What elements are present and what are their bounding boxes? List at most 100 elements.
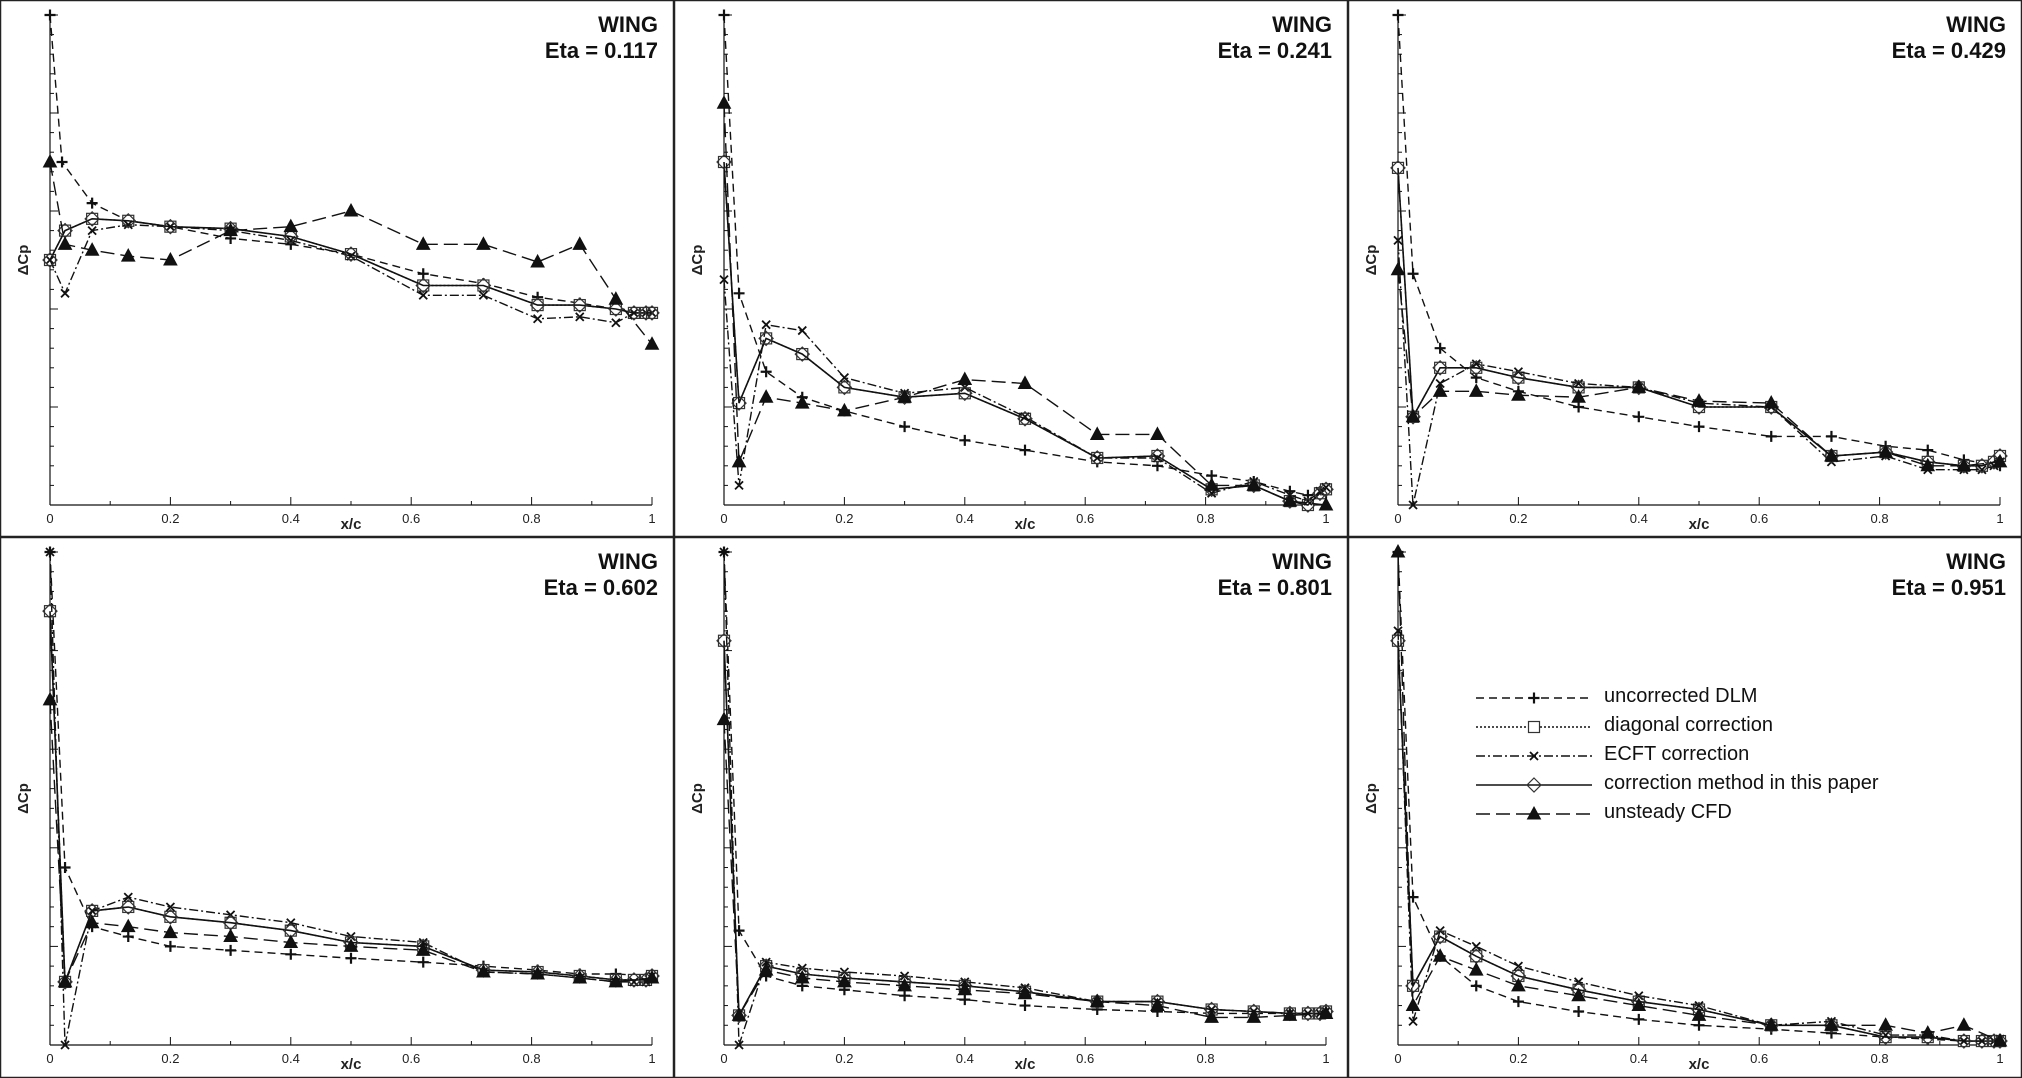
data-point — [959, 434, 971, 446]
series-line — [49, 161, 653, 345]
data-point — [716, 711, 732, 726]
data-point — [897, 977, 912, 992]
data-point — [345, 952, 357, 964]
data-point — [165, 902, 176, 912]
series-correction-method-in-this-paper — [716, 632, 1334, 1024]
x-tick-label: 0.8 — [1871, 1051, 1889, 1066]
data-point — [1878, 444, 1893, 458]
x-tick-label: 0.6 — [1076, 511, 1094, 526]
data-point — [837, 973, 852, 988]
series-line — [1397, 14, 2001, 467]
x-axis-label: x/c — [341, 1056, 362, 1073]
data-point — [1633, 411, 1645, 423]
data-point — [1922, 444, 1934, 456]
data-point — [529, 297, 546, 313]
series-correction-method-in-this-paper — [42, 603, 660, 990]
legend-label: diagonal correction — [1604, 714, 1773, 736]
series-line — [723, 161, 1327, 506]
x-tick-label: 0.2 — [1509, 511, 1527, 526]
data-point — [57, 973, 73, 988]
legend-key-unsteady-cfd — [1476, 805, 1592, 820]
data-point — [899, 990, 911, 1002]
data-point — [1956, 457, 1972, 474]
chart-subtitle: Eta = 0.602 — [544, 575, 658, 600]
data-point — [1513, 961, 1524, 971]
chart-subtitle: Eta = 0.951 — [1892, 575, 2006, 600]
x-tick-label: 1 — [1322, 511, 1329, 526]
data-point — [608, 301, 624, 317]
data-point — [162, 908, 179, 925]
data-point — [1089, 450, 1106, 466]
series-ecft-correction — [719, 547, 1331, 1050]
legend-item: diagonal correction — [1472, 713, 2012, 742]
x-tick-label: 1 — [1996, 511, 2003, 526]
data-point — [1631, 997, 1647, 1012]
data-point — [1573, 1005, 1585, 1017]
series-correction-method-in-this-paper — [42, 210, 660, 321]
data-point — [1763, 1017, 1780, 1034]
data-point — [56, 156, 68, 168]
x-tick-label: 0.6 — [1750, 511, 1768, 526]
data-point — [758, 389, 774, 403]
x-tick-label: 1 — [1996, 1051, 2003, 1066]
series-line — [1397, 551, 2001, 1042]
x-tick-label: 1 — [648, 1051, 655, 1066]
data-point — [1825, 430, 1837, 442]
data-point — [839, 372, 850, 383]
data-point — [223, 928, 238, 943]
data-point — [1282, 1007, 1298, 1021]
data-point — [1823, 1017, 1840, 1034]
data-point — [1992, 453, 2008, 468]
series-diagonal-correction — [717, 155, 1333, 512]
y-axis-label: ΔCp — [689, 245, 706, 276]
data-point — [1471, 359, 1481, 369]
data-point — [1089, 993, 1106, 1010]
data-point — [1468, 383, 1484, 397]
data-point — [45, 547, 55, 557]
data-point — [839, 967, 850, 977]
data-point — [716, 95, 732, 109]
x-tick-label: 0.8 — [1871, 511, 1889, 526]
data-point — [644, 305, 660, 321]
data-point — [1824, 1017, 1839, 1031]
legend-label: ECFT correction — [1604, 743, 1750, 765]
chart-title: WING — [1272, 549, 1332, 574]
data-point — [1824, 447, 1839, 462]
x-tick-label: 0.4 — [1630, 511, 1648, 526]
data-point — [1691, 393, 1707, 407]
data-point — [571, 297, 588, 313]
data-point — [899, 971, 910, 981]
chart-title: WING — [1946, 549, 2006, 574]
y-axis-label: ΔCp — [1363, 245, 1380, 276]
series-unsteady-cfd — [1390, 261, 2008, 472]
data-point — [575, 312, 585, 322]
data-point — [797, 963, 807, 973]
data-point — [42, 691, 58, 706]
data-point — [1878, 1017, 1893, 1031]
data-point — [1571, 987, 1586, 1002]
y-axis-label: ΔCp — [689, 783, 706, 814]
data-point — [415, 236, 431, 250]
data-point — [476, 236, 491, 250]
legend-label: correction method in this paper — [1604, 772, 1879, 794]
data-point — [1634, 991, 1644, 1001]
series-uncorrected-dlm — [44, 546, 658, 982]
data-point — [1300, 1005, 1316, 1022]
x-tick-label: 0 — [720, 511, 727, 526]
data-point — [1956, 457, 1972, 472]
data-point — [1390, 543, 1406, 558]
series-unsteady-cfd — [42, 691, 660, 988]
data-point — [1763, 1017, 1779, 1031]
data-point — [758, 962, 774, 976]
data-point — [530, 253, 545, 268]
chart-subtitle: Eta = 0.801 — [1218, 575, 1332, 600]
data-point — [86, 197, 98, 209]
data-point — [1204, 1009, 1219, 1023]
data-point — [608, 291, 624, 305]
x-tick-label: 0 — [46, 1051, 53, 1066]
data-point — [1765, 430, 1777, 442]
data-point — [123, 220, 133, 230]
